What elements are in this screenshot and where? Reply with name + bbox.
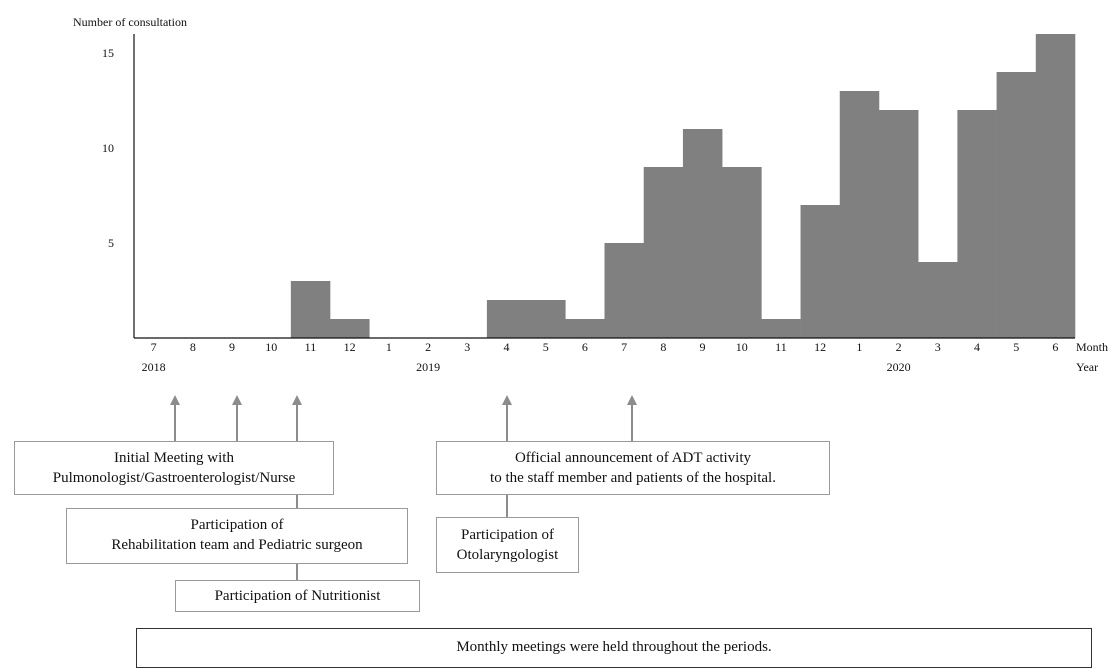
bar-16 xyxy=(761,319,801,338)
initial-meeting-line-2: Pulmonologist/Gastroenterologist/Nurse xyxy=(52,470,296,486)
bar-11 xyxy=(565,319,605,338)
bar-19 xyxy=(878,110,919,338)
otolaryngologist-box: Participation of Otolaryngologist xyxy=(436,517,579,573)
x-tick-label-16: 11 xyxy=(775,340,787,354)
bar-18 xyxy=(839,91,880,338)
nutritionist-line-1: Participation of Nutritionist xyxy=(214,588,381,604)
y-tick-label-5: 5 xyxy=(108,236,114,250)
bar-12 xyxy=(604,243,645,338)
x-tick-label-13: 8 xyxy=(660,340,666,354)
x-axis-unit-month: Month xyxy=(1076,340,1108,354)
x-tick-label-15: 10 xyxy=(736,340,748,354)
otolaryngologist-line-2: Otolaryngologist xyxy=(456,547,559,563)
rehab-line-2: Rehabilitation team and Pediatric surgeo… xyxy=(111,537,363,553)
x-tick-label-21: 4 xyxy=(974,340,980,354)
x-tick-label-5: 12 xyxy=(344,340,356,354)
bar-4 xyxy=(290,281,331,338)
otolaryngologist-line-1: Participation of xyxy=(461,527,554,543)
x-tick-label-14: 9 xyxy=(700,340,706,354)
x-tick-label-3: 10 xyxy=(265,340,277,354)
arrow-month-8-head xyxy=(170,395,180,405)
y-tick-label-10: 10 xyxy=(102,141,114,155)
rehab-box: Participation of Rehabilitation team and… xyxy=(66,508,408,564)
bar-5 xyxy=(330,319,370,338)
arrow-month-10-head xyxy=(292,395,302,405)
year-label-2020: 2020 xyxy=(887,360,911,374)
bar-22 xyxy=(996,72,1037,338)
year-label-2018: 2018 xyxy=(142,360,166,374)
bars-group xyxy=(290,34,1076,338)
x-tick-label-11: 6 xyxy=(582,340,588,354)
monthly-meetings-box: Monthly meetings were held throughout th… xyxy=(136,628,1092,668)
monthly-meetings-text: Monthly meetings were held throughout th… xyxy=(456,639,772,655)
nutritionist-box: Participation of Nutritionist xyxy=(175,580,420,612)
x-tick-label-18: 1 xyxy=(856,340,862,354)
initial-meeting-box: Initial Meeting with Pulmonologist/Gastr… xyxy=(14,441,334,495)
y-axis-title: Number of consultation xyxy=(73,15,187,29)
axes-group xyxy=(133,34,1075,339)
x-tick-label-9: 4 xyxy=(503,340,509,354)
official-line-1: Official announcement of ADT activity xyxy=(514,450,752,466)
x-tick-label-10: 5 xyxy=(543,340,549,354)
arrow-month-4-head xyxy=(502,395,512,405)
x-tick-label-7: 2 xyxy=(425,340,431,354)
x-tick-label-23: 6 xyxy=(1052,340,1058,354)
official-announcement-box: Official announcement of ADT activity to… xyxy=(436,441,830,495)
bar-20 xyxy=(918,262,958,338)
bar-21 xyxy=(957,110,997,338)
x-tick-label-6: 1 xyxy=(386,340,392,354)
x-tick-label-17: 12 xyxy=(814,340,826,354)
bar-10 xyxy=(526,300,566,338)
x-tick-label-12: 7 xyxy=(621,340,627,354)
initial-meeting-line-1: Initial Meeting with xyxy=(114,450,234,466)
arrow-month-7-head xyxy=(627,395,637,405)
x-tick-label-0: 7 xyxy=(151,340,157,354)
bar-9 xyxy=(486,300,527,338)
bar-13 xyxy=(643,167,684,338)
rehab-line-1: Participation of xyxy=(190,517,284,533)
x-tick-label-22: 5 xyxy=(1013,340,1019,354)
x-tick-label-2: 9 xyxy=(229,340,235,354)
bar-14 xyxy=(682,129,723,338)
y-tick-label-15: 15 xyxy=(102,46,114,60)
x-tick-label-19: 2 xyxy=(896,340,902,354)
arrow-month-9-head xyxy=(232,395,242,405)
official-line-2: to the staff member and patients of the … xyxy=(490,470,776,486)
x-tick-label-8: 3 xyxy=(464,340,470,354)
x-tick-label-4: 11 xyxy=(305,340,317,354)
x-axis-unit-year: Year xyxy=(1076,360,1098,374)
bar-17 xyxy=(800,205,841,338)
x-tick-label-1: 8 xyxy=(190,340,196,354)
bar-23 xyxy=(1035,34,1076,338)
bar-15 xyxy=(722,167,762,338)
year-label-2019: 2019 xyxy=(416,360,440,374)
x-tick-label-20: 3 xyxy=(935,340,941,354)
